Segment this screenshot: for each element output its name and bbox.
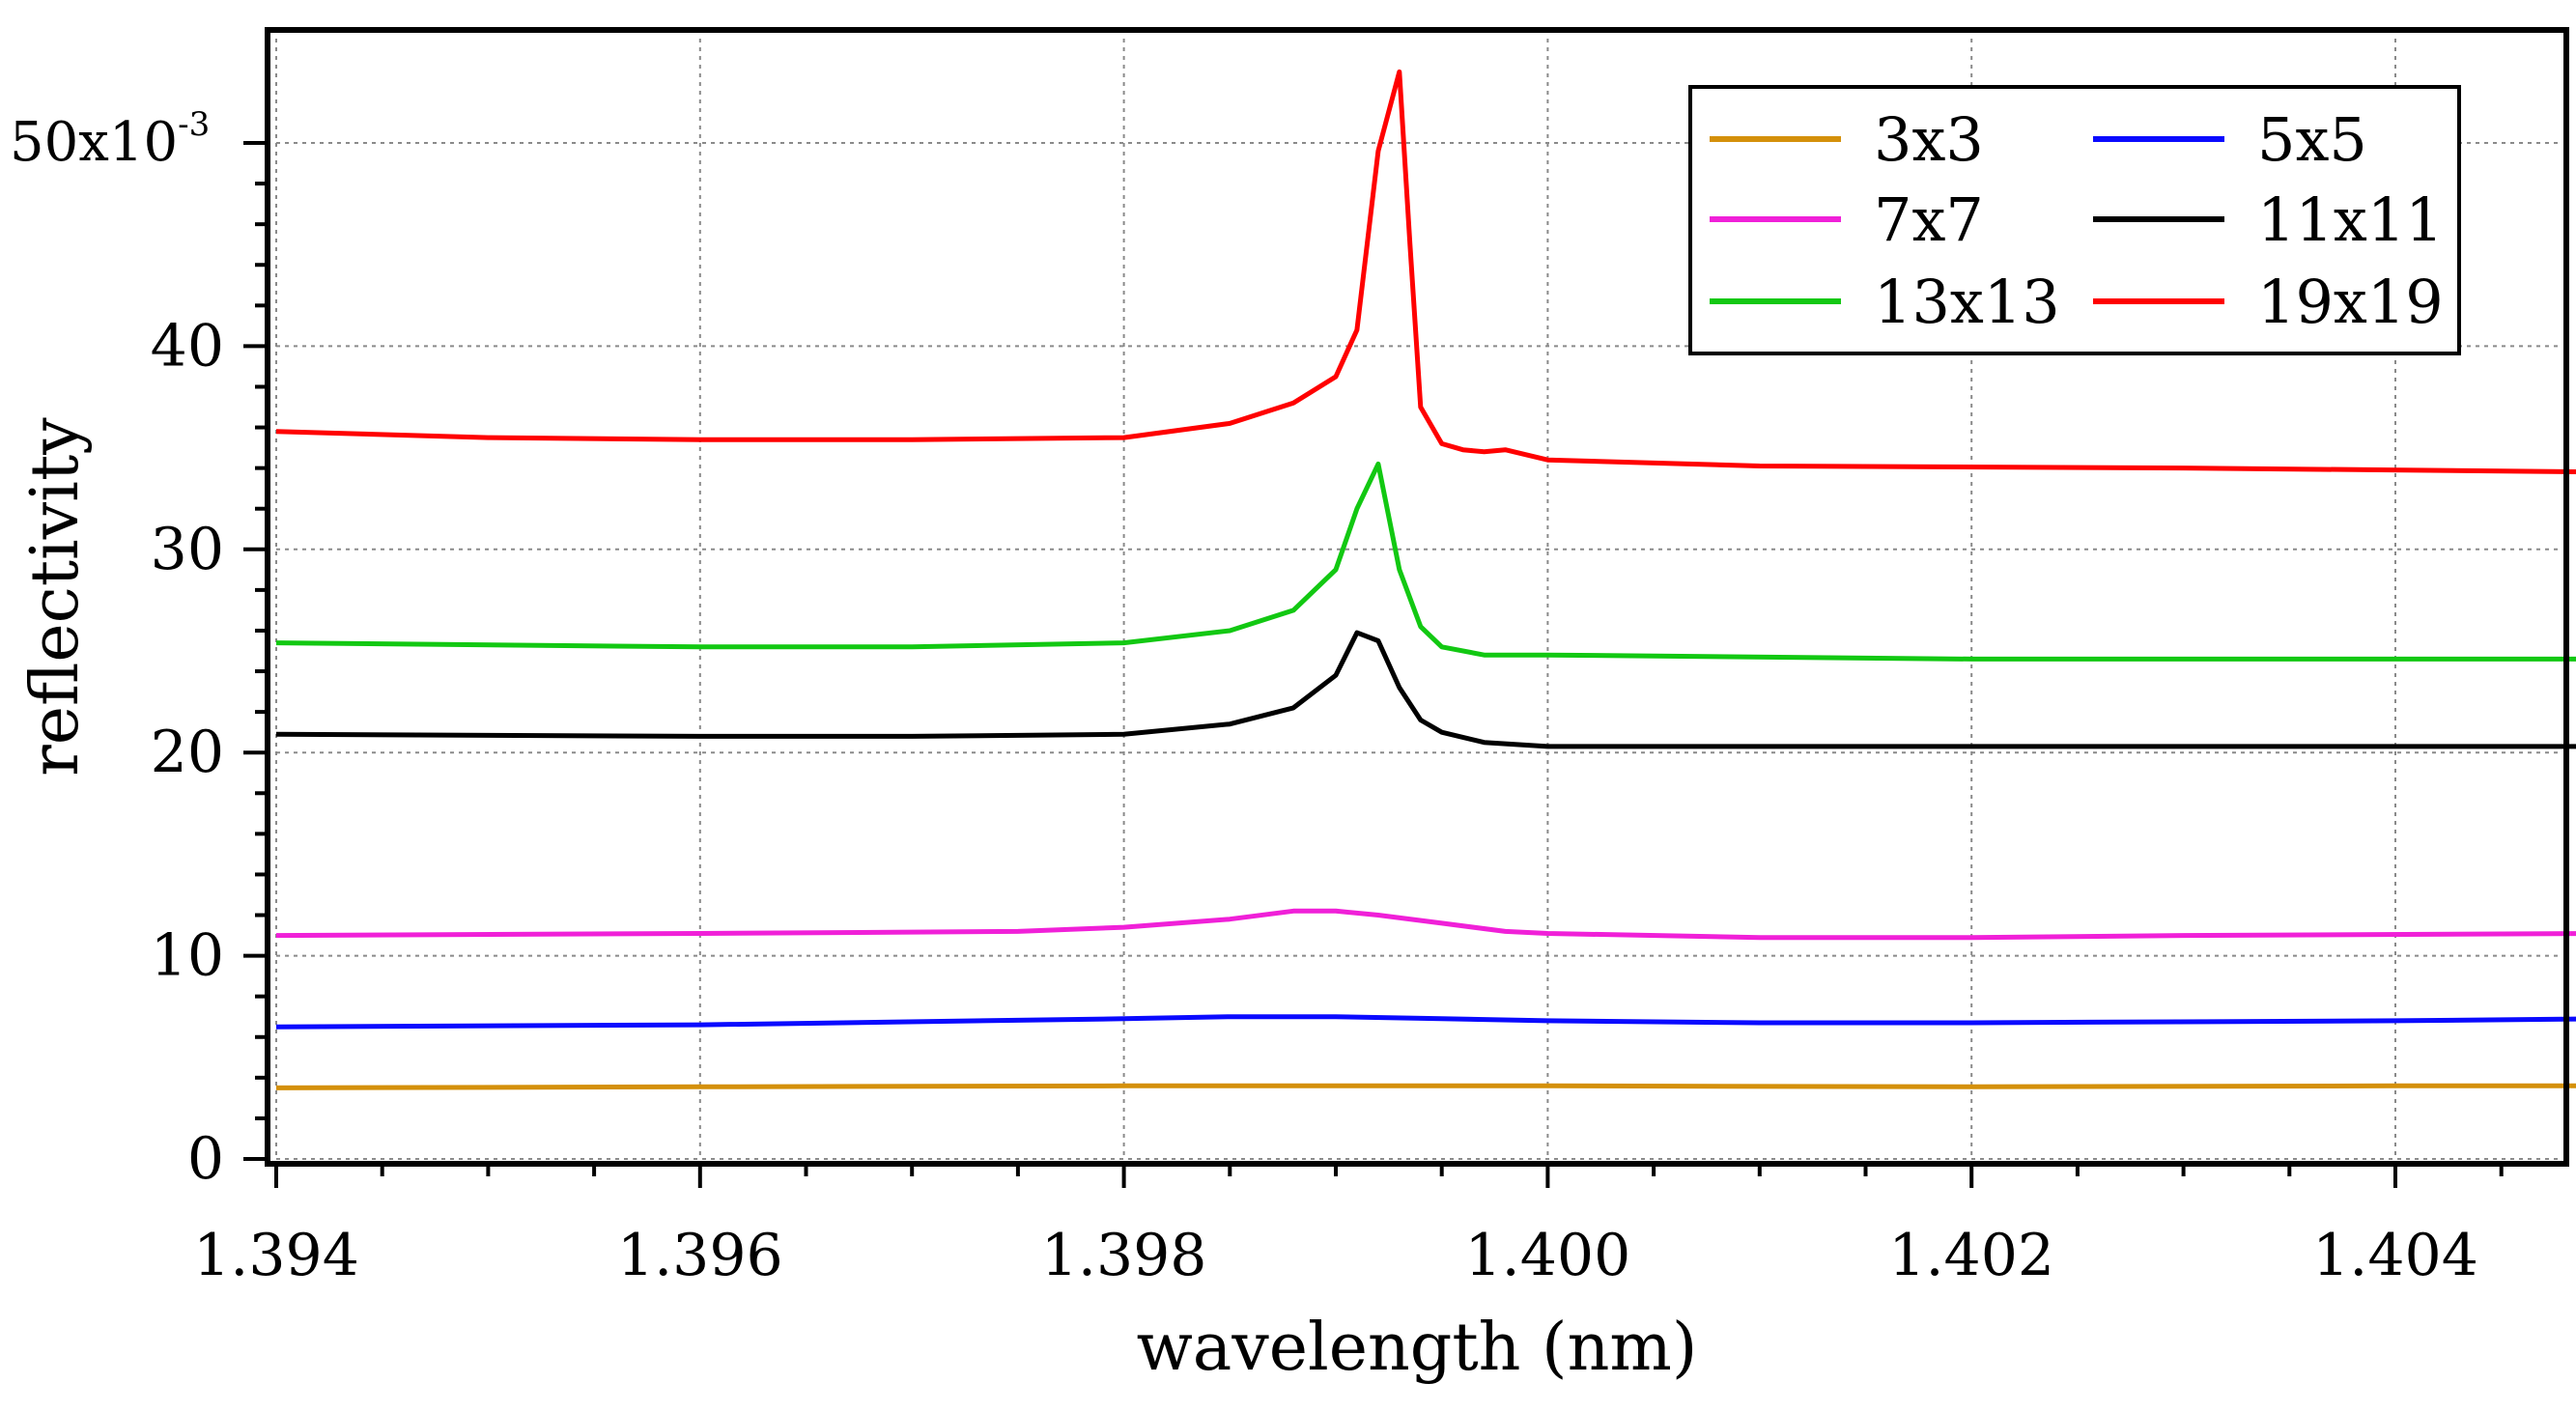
legend-label-3x3: 3x3: [1874, 104, 1984, 175]
legend-label-7x7: 7x7: [1874, 184, 1984, 255]
plot-frame: [265, 27, 2569, 1167]
series-line-13x13: [275, 461, 2576, 662]
axis-ticks: [243, 141, 2504, 1188]
y-tick-label: 10: [151, 922, 224, 990]
series-line-7x7: [275, 908, 2576, 941]
x-tick-label: 1.402: [1888, 1222, 2054, 1289]
x-tick-label: 1.398: [1041, 1222, 1207, 1289]
x-tick-label: 1.396: [617, 1222, 783, 1289]
series-lines: [275, 69, 2576, 1090]
y-tick-label: 0: [187, 1125, 224, 1193]
x-tick-label: 1.404: [2312, 1222, 2478, 1289]
series-line-5x5: [275, 1014, 2576, 1030]
legend: 3x3 5x5 7x7 11x11 13x13 19x19: [1688, 85, 2461, 355]
y-scale-base: 50x10: [10, 111, 178, 174]
legend-label-11x11: 11x11: [2257, 184, 2444, 255]
x-tick-label: 1.394: [193, 1222, 359, 1289]
y-tick-label: 30: [151, 516, 224, 583]
series-line-19x19: [275, 69, 2576, 474]
y-tick-label: 20: [151, 719, 224, 786]
x-tick-label: 1.400: [1465, 1222, 1631, 1289]
x-tick-labels: 1.394 1.396 1.398 1.400 1.402 1.404: [193, 1222, 2478, 1289]
x-axis-title: wavelength (nm): [1137, 1310, 1698, 1386]
series-line-11x11: [275, 630, 2576, 749]
legend-entries: 3x3 5x5 7x7 11x11 13x13 19x19: [1710, 104, 2444, 337]
y-scale-label: 50x10-3: [10, 105, 210, 174]
y-tick-label: 40: [151, 312, 224, 380]
y-tick-labels: 0 10 20 30 40: [151, 312, 224, 1193]
y-axis-title: reflectivity: [17, 417, 94, 777]
legend-label-13x13: 13x13: [1874, 267, 2060, 337]
legend-label-19x19: 19x19: [2257, 267, 2444, 337]
legend-label-5x5: 5x5: [2257, 104, 2367, 175]
y-scale-exponent: -3: [178, 105, 210, 144]
series-line-3x3: [275, 1083, 2576, 1090]
